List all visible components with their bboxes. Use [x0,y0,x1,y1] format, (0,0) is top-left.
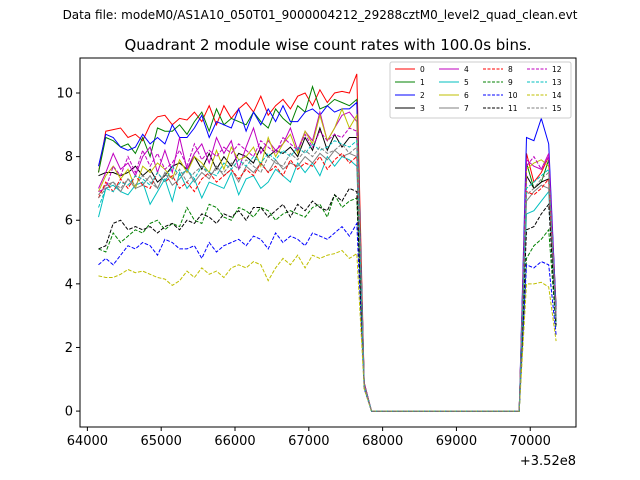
chart-title: Quadrant 2 module wise count rates with … [124,36,531,54]
series-line-8 [98,152,557,412]
legend-label-2: 2 [420,91,425,100]
legend-box [389,61,572,119]
y-tick-label: 0 [65,405,73,420]
legend-label-1: 1 [420,78,425,87]
y-tick-label: 10 [56,86,73,101]
y-tick-label: 2 [65,341,73,356]
series-line-0 [98,73,557,412]
x-tick-label: 69000 [436,434,477,449]
legend-label-13: 13 [552,78,562,87]
legend-label-6: 6 [464,91,469,100]
series-line-13 [98,139,557,412]
legend-label-0: 0 [420,65,425,74]
x-offset-label: +3.52e8 [520,454,576,469]
series-line-7 [98,149,557,412]
legend-label-7: 7 [464,104,469,113]
legend-label-11: 11 [508,104,518,113]
data-file-header: Data file: modeM0/AS1A10_050T01_90000042… [62,8,578,22]
legend-label-14: 14 [552,91,562,100]
series-layer [98,73,557,412]
legend-label-15: 15 [552,104,562,113]
series-line-5 [98,155,557,412]
series-line-15 [98,143,557,412]
legend-label-8: 8 [508,65,513,74]
legend-label-5: 5 [464,78,469,87]
series-line-10 [98,221,557,412]
x-tick-label: 67000 [288,434,329,449]
series-line-11 [98,187,557,412]
series-line-1 [98,84,557,412]
y-tick-label: 6 [65,214,73,229]
series-line-6 [98,107,557,412]
y-tick-label: 4 [65,277,73,292]
axes-layer: 64000 65000 66000 67000 68000 69000 70000 0 2 4 6 8… [56,86,550,449]
y-tick-label: 8 [65,150,73,165]
x-tick-label: 70000 [510,434,551,449]
x-tick-label: 66000 [214,434,255,449]
legend-label-12: 12 [552,65,562,74]
x-tick-label: 68000 [362,434,403,449]
series-line-14 [98,249,557,412]
legend-label-10: 10 [508,91,518,100]
legend-label-9: 9 [508,78,513,87]
series-line-3 [98,126,557,412]
legend-label-4: 4 [464,65,469,74]
series-line-9 [98,193,557,412]
x-tick-label: 64000 [67,434,108,449]
plot-frame [79,57,577,428]
legend-label-3: 3 [420,104,425,113]
series-line-12 [98,127,557,412]
x-tick-label: 65000 [141,434,182,449]
